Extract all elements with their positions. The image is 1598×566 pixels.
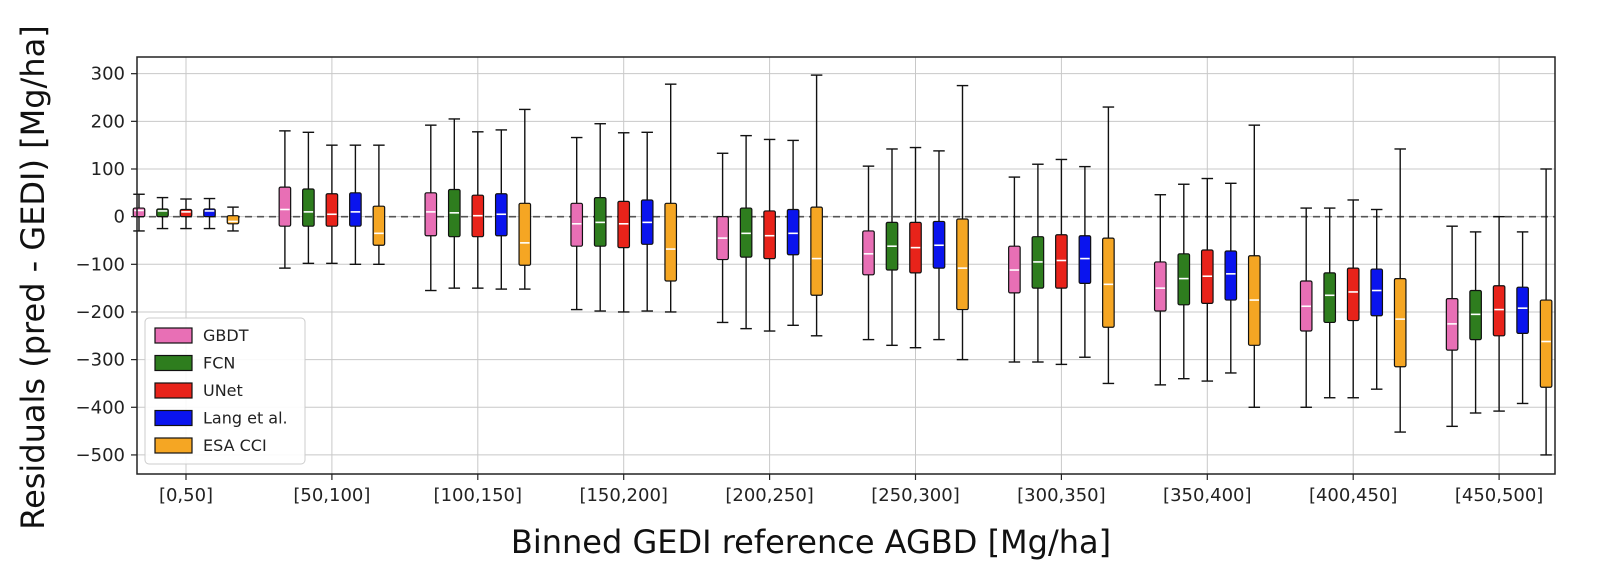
grid xyxy=(137,57,1555,474)
x-tick-label: [250,300] xyxy=(871,485,959,506)
box xyxy=(518,202,532,266)
box xyxy=(1539,299,1553,388)
y-axis-ticks: 300 200 100 0 −100 −200 −300 −400 −500 xyxy=(76,64,137,466)
y-tick-label: 300 xyxy=(91,64,125,85)
y-tick-label: 100 xyxy=(91,159,125,180)
x-tick-label: [50,100] xyxy=(293,485,370,506)
box xyxy=(179,208,193,218)
box xyxy=(1224,250,1238,301)
y-tick-label: −200 xyxy=(76,302,125,323)
box xyxy=(570,202,584,247)
box-series xyxy=(132,74,1553,456)
box xyxy=(302,188,315,227)
legend-label: Lang et al. xyxy=(203,409,288,428)
box xyxy=(1516,286,1529,335)
box xyxy=(1078,235,1092,284)
box xyxy=(810,206,823,296)
series-fcn xyxy=(156,118,1482,414)
box xyxy=(278,186,292,227)
x-axis-ticks: [0,50] [50,100] [100,150] [150,200] [200,250… xyxy=(159,474,1543,506)
plot-frame xyxy=(136,56,1556,475)
box xyxy=(1370,268,1384,317)
legend-swatch xyxy=(154,327,193,344)
box xyxy=(349,192,362,227)
box xyxy=(1102,237,1115,328)
legend: GBDT FCN UNet Lang et al. ESA CCI xyxy=(144,317,306,465)
y-axis-title: Residuals (pred - GEDI) [Mg/ha] xyxy=(14,25,52,529)
box xyxy=(226,215,240,225)
box xyxy=(325,193,339,227)
y-tick-label: −300 xyxy=(76,350,125,371)
series-gbdt xyxy=(132,124,1459,428)
x-axis-title: Binned GEDI reference AGBD [Mg/ha] xyxy=(511,523,1111,561)
x-tick-label: [150,200] xyxy=(579,485,667,506)
y-tick-label: 0 xyxy=(114,207,125,228)
series-unet xyxy=(179,131,1506,412)
legend-frame xyxy=(144,317,306,465)
x-tick-label: [100,150] xyxy=(434,485,522,506)
box xyxy=(424,192,438,237)
box xyxy=(786,208,800,256)
x-tick-label: [400,450] xyxy=(1309,485,1397,506)
legend-swatch xyxy=(154,409,193,427)
box xyxy=(1346,267,1360,322)
x-tick-label: [300,350] xyxy=(1017,485,1105,506)
legend-label: ESA CCI xyxy=(203,436,267,455)
x-tick-label: [0,50] xyxy=(159,485,213,506)
box xyxy=(1055,234,1068,289)
y-tick-label: 200 xyxy=(91,111,125,132)
y-tick-label: −500 xyxy=(76,445,125,466)
y-tick-label: −400 xyxy=(76,397,125,418)
box xyxy=(372,205,386,246)
box xyxy=(1393,278,1407,368)
series-esa-cci xyxy=(226,74,1553,456)
legend-label: GBDT xyxy=(203,326,249,345)
legend-label: UNet xyxy=(203,381,243,400)
x-tick-label: [200,250] xyxy=(725,485,813,506)
box xyxy=(862,230,875,276)
y-tick-label: −100 xyxy=(76,254,125,275)
legend-swatch xyxy=(154,354,193,372)
box xyxy=(763,210,776,260)
box xyxy=(956,218,969,311)
box xyxy=(1153,261,1167,312)
series-lang-et-al- xyxy=(203,129,1529,405)
legend-swatch xyxy=(154,437,193,454)
box xyxy=(1492,285,1506,337)
x-tick-label: [350,400] xyxy=(1163,485,1251,506)
box xyxy=(664,202,678,282)
x-tick-label: [450,500] xyxy=(1455,485,1543,506)
legend-label: FCN xyxy=(203,354,235,373)
box xyxy=(132,207,146,218)
legend-swatch xyxy=(154,382,193,399)
box xyxy=(1323,272,1337,324)
